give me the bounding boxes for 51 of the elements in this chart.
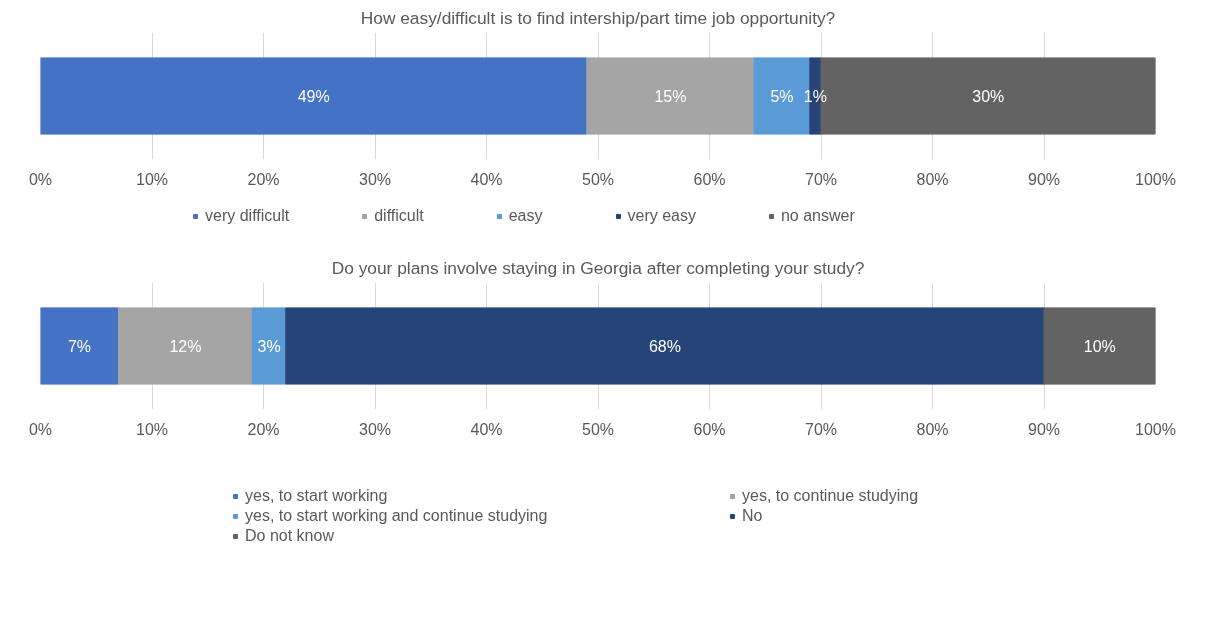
data-label: 15% bbox=[654, 87, 687, 105]
x-tick-label: 60% bbox=[693, 420, 726, 438]
data-label: 49% bbox=[297, 87, 330, 105]
bar bbox=[118, 307, 253, 385]
x-tick-label: 40% bbox=[470, 420, 503, 438]
x-tick-label: 30% bbox=[358, 420, 392, 438]
legend-label: easy bbox=[508, 207, 543, 225]
data-label: 7% bbox=[67, 337, 92, 355]
x-tick-label: 10% bbox=[135, 170, 169, 188]
x-tick-label: 70% bbox=[804, 170, 838, 188]
data-label: 1% bbox=[803, 87, 827, 105]
bar bbox=[285, 307, 1045, 385]
legend-label: very difficult bbox=[205, 207, 290, 225]
x-tick-label: 80% bbox=[916, 420, 949, 438]
legend-label: Do not know bbox=[245, 527, 335, 545]
x-tick-label: 40% bbox=[470, 170, 503, 188]
x-tick-label: 90% bbox=[1027, 170, 1061, 188]
x-tick-label: 0% bbox=[28, 420, 53, 438]
bar bbox=[1043, 307, 1156, 385]
legend-label: yes, to start working bbox=[245, 487, 389, 505]
x-tick-label: 60% bbox=[693, 170, 726, 188]
x-tick-label: 0% bbox=[28, 170, 53, 188]
x-tick-label: 80% bbox=[916, 170, 949, 188]
x-tick-label: 90% bbox=[1027, 420, 1061, 438]
chart-title: How easy/difficult is to find intership/part time job opportunity? bbox=[360, 7, 836, 28]
chart-title: Do your plans involve staying in Georgia after completing your study? bbox=[331, 257, 865, 278]
x-tick-label: 50% bbox=[581, 420, 615, 438]
data-label: 10% bbox=[1083, 337, 1116, 355]
data-label: 5% bbox=[770, 87, 794, 105]
x-tick-label: 100% bbox=[1135, 170, 1176, 188]
bar bbox=[251, 307, 287, 385]
legend-label: yes, to start working and continue studying bbox=[245, 507, 549, 525]
x-tick-label: 50% bbox=[581, 170, 615, 188]
bar bbox=[40, 307, 120, 385]
x-tick-label: 70% bbox=[804, 420, 838, 438]
legend-label: very easy bbox=[627, 207, 696, 225]
data-label: 30% bbox=[972, 87, 1005, 105]
data-label: 12% bbox=[169, 337, 202, 355]
legend-label: No bbox=[742, 507, 764, 525]
legend-label: difficult bbox=[374, 207, 424, 225]
x-tick-label: 20% bbox=[247, 170, 280, 188]
bar bbox=[586, 57, 755, 135]
x-tick-label: 20% bbox=[247, 420, 280, 438]
x-tick-label: 30% bbox=[358, 170, 392, 188]
x-tick-label: 100% bbox=[1135, 420, 1176, 438]
legend-label: yes, to continue studying bbox=[742, 487, 920, 505]
data-label: 68% bbox=[648, 337, 681, 355]
legend-label: no answer bbox=[780, 207, 855, 225]
bar bbox=[40, 57, 588, 135]
data-label: 3% bbox=[257, 337, 281, 355]
x-tick-label: 10% bbox=[135, 420, 169, 438]
